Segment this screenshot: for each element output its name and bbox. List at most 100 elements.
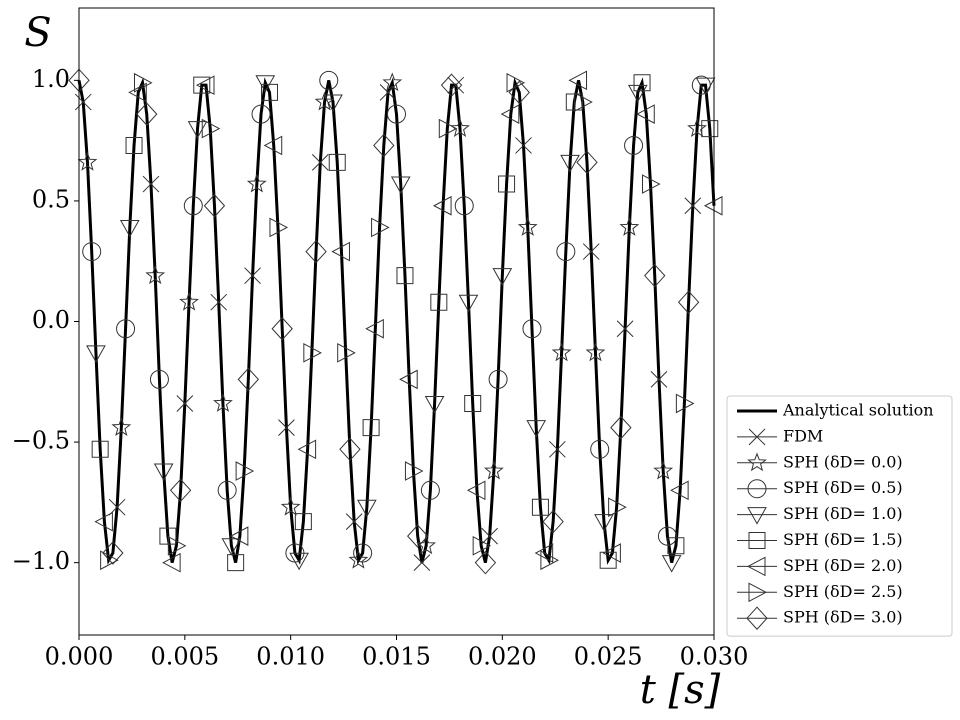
x-tick-label: 0.000 (45, 643, 114, 671)
marker (522, 319, 542, 339)
marker (404, 461, 424, 481)
marker (345, 513, 363, 531)
plot-area (68, 68, 723, 575)
marker (526, 420, 547, 438)
marker (159, 527, 177, 545)
marker (610, 415, 632, 440)
marker (251, 104, 271, 124)
legend-label: Analytical solution (782, 401, 934, 420)
marker (642, 174, 661, 194)
marker (271, 316, 293, 341)
marker (447, 76, 465, 94)
marker (534, 543, 554, 563)
marker (466, 480, 486, 501)
marker (128, 82, 147, 103)
marker (585, 342, 606, 362)
marker (746, 556, 766, 577)
marker (136, 102, 158, 126)
marker (382, 72, 403, 92)
marker (201, 118, 221, 139)
marker (653, 460, 674, 480)
line (77, 77, 716, 565)
marker (280, 496, 301, 516)
marker (153, 463, 174, 482)
marker (517, 217, 538, 236)
y-tick-label: 0.5 (32, 185, 70, 213)
legend-label: SPH (δD= 1.0) (783, 504, 903, 523)
marker (747, 507, 767, 525)
marker (602, 543, 621, 563)
x-tick-label: 0.010 (256, 643, 325, 671)
marker (387, 104, 406, 124)
legend-label: SPH (δD= 2.0) (783, 556, 903, 575)
marker (701, 120, 719, 138)
marker (116, 319, 136, 339)
marker (339, 437, 361, 462)
marker (675, 393, 695, 414)
marker (432, 195, 452, 216)
marker (348, 549, 369, 569)
marker (213, 393, 233, 412)
marker (661, 555, 682, 573)
marker (440, 73, 463, 97)
x-tick-label: 0.005 (150, 643, 219, 671)
legend-label: SPH (δD= 2.5) (783, 582, 903, 601)
marker (145, 265, 166, 285)
marker (677, 290, 700, 314)
marker (328, 153, 346, 171)
marker (362, 419, 380, 437)
marker (472, 535, 492, 556)
marker (305, 239, 327, 264)
marker (582, 243, 600, 260)
marker (747, 479, 767, 499)
marker (167, 535, 187, 556)
marker (217, 480, 237, 500)
y-axis-label: S (24, 10, 51, 56)
marker (636, 104, 655, 124)
marker (650, 371, 668, 388)
marker (183, 196, 203, 216)
marker (670, 480, 689, 501)
marker (314, 91, 335, 111)
marker (590, 439, 610, 459)
marker (303, 343, 322, 363)
marker (221, 538, 242, 556)
marker (619, 217, 640, 236)
marker (667, 537, 685, 555)
marker (616, 320, 634, 338)
marker (488, 369, 508, 389)
legend-label: SPH (δD= 1.5) (783, 530, 903, 549)
marker (100, 550, 119, 571)
marker (483, 460, 504, 480)
marker (82, 242, 102, 262)
marker (263, 135, 283, 156)
marker (576, 150, 598, 175)
marker (246, 173, 267, 193)
marker (195, 75, 215, 95)
marker (627, 84, 648, 103)
marker (644, 263, 666, 288)
marker (542, 509, 564, 534)
marker (94, 511, 113, 532)
marker (162, 552, 181, 573)
marker (297, 439, 317, 460)
marker (747, 452, 767, 472)
marker (210, 293, 228, 311)
marker (568, 70, 588, 91)
y-tick-label: −0.5 (12, 427, 70, 455)
marker (353, 543, 373, 563)
marker (102, 541, 124, 565)
marker (599, 551, 617, 569)
marker (450, 118, 470, 138)
marker (229, 526, 249, 546)
marker (179, 291, 199, 311)
marker (515, 137, 532, 154)
y-tick-label: −1.0 (12, 547, 70, 575)
marker (474, 550, 497, 575)
marker (492, 268, 513, 286)
marker (77, 151, 98, 171)
marker (235, 461, 255, 481)
marker (560, 154, 580, 173)
legend-label: SPH (δD= 3.0) (783, 608, 903, 627)
marker (390, 176, 411, 195)
